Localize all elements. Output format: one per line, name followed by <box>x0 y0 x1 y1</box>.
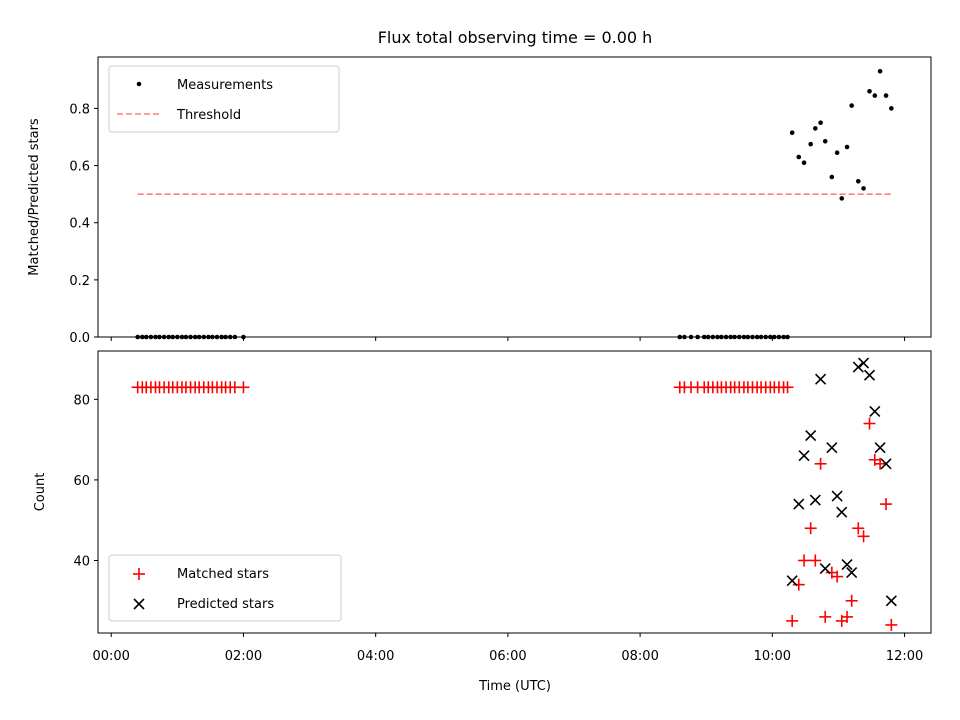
bottom-matched-point <box>874 457 887 470</box>
bottom-matched-point <box>814 457 827 470</box>
x-tick-label: 08:00 <box>621 649 658 664</box>
legend-measurements-label: Measurements <box>177 78 273 93</box>
top-legend: Measurements Threshold <box>108 65 340 133</box>
bottom-x-ticks: 00:00 02:00 04:00 06:00 08:00 10:00 12:00 <box>92 633 923 664</box>
top-measurement-point <box>861 186 866 191</box>
x-tick-label: 10:00 <box>754 649 791 664</box>
bottom-y-tick-label: 60 <box>73 474 90 489</box>
bottom-predicted-point <box>885 595 897 607</box>
bottom-legend: Matched stars Predicted stars <box>108 554 342 622</box>
bottom-matched-point <box>781 381 794 394</box>
bottom-matched-point <box>786 614 799 627</box>
bottom-matched-point <box>857 530 870 543</box>
x-tick-label: 02:00 <box>225 649 262 664</box>
top-y-ticks: 0.0 0.2 0.4 0.6 0.8 <box>69 102 98 346</box>
top-y-tick-label: 0.6 <box>69 160 90 175</box>
x-tick-label: 04:00 <box>357 649 394 664</box>
bottom-predicted-point <box>793 498 805 510</box>
bottom-predicted-point <box>809 494 821 506</box>
bottom-y-axis-label: Count <box>33 473 48 512</box>
top-measurement-point <box>872 93 878 98</box>
bottom-predicted-point <box>841 558 853 571</box>
bottom-predicted-point <box>805 430 817 442</box>
bottom-predicted-point <box>786 575 798 587</box>
bottom-predicted-point <box>863 369 876 381</box>
top-measurement-point <box>818 120 823 126</box>
chart-title: Flux total observing time = 0.00 h <box>378 28 653 47</box>
bottom-matched-point <box>852 522 865 535</box>
bottom-predicted-point <box>846 567 858 579</box>
x-tick-label: 06:00 <box>489 649 526 664</box>
bottom-predicted-point <box>826 442 838 454</box>
bottom-matched-point <box>863 417 876 430</box>
legend-predicted-label: Predicted stars <box>177 597 274 612</box>
bottom-predicted-point <box>852 361 864 373</box>
x-axis-label: Time (UTC) <box>478 679 551 694</box>
bottom-predicted-point <box>880 458 892 470</box>
top-measurement-point <box>796 154 802 160</box>
legend-matched-label: Matched stars <box>177 567 269 582</box>
top-y-tick-label: 0.8 <box>69 102 90 117</box>
top-measurement-point <box>822 138 828 144</box>
top-measurement-point <box>829 174 835 180</box>
x-tick-label: 00:00 <box>92 649 129 664</box>
bottom-matched-point <box>237 381 250 394</box>
top-measurement-point <box>877 68 883 74</box>
x-tick-label: 12:00 <box>886 649 923 664</box>
legend-threshold-label: Threshold <box>176 108 241 123</box>
bottom-matched-point <box>880 498 893 511</box>
bottom-y-ticks: 40 60 80 <box>73 393 98 569</box>
top-measurement-point <box>844 144 850 150</box>
top-legend-box <box>108 65 340 133</box>
bottom-matched-point <box>809 554 822 567</box>
top-measurement-point <box>849 103 854 108</box>
bottom-predicted-point <box>858 357 870 369</box>
bottom-matched-point <box>885 618 898 631</box>
bottom-predicted-point <box>874 442 886 454</box>
top-measurement-point <box>889 106 894 111</box>
top-measurement-point <box>883 93 889 98</box>
top-measurement-point <box>789 130 795 136</box>
top-y-tick-label: 0.4 <box>69 217 90 232</box>
top-measurement-point <box>867 88 872 94</box>
bottom-predicted-point <box>819 562 831 575</box>
bottom-matched-point <box>804 522 817 535</box>
bottom-plot-marks <box>131 357 898 631</box>
bottom-predicted-point <box>798 450 810 462</box>
legend-matched-marker <box>133 568 145 580</box>
legend-predicted-marker <box>133 598 145 610</box>
top-y-axis-label: Matched/Predicted stars <box>27 118 42 276</box>
bottom-panel: 40 60 80 00:00 02:00 04:00 06:00 08:00 10:00 12:… <box>33 350 932 694</box>
top-measurement-point <box>855 178 861 184</box>
bottom-predicted-point <box>869 405 881 417</box>
top-measurement-point <box>834 150 840 156</box>
top-measurement-point <box>808 141 813 147</box>
bottom-matched-point <box>845 594 858 607</box>
top-x-ticks <box>110 337 906 341</box>
bottom-y-tick-label: 40 <box>73 554 90 569</box>
bottom-matched-point <box>819 610 832 623</box>
top-measurement-point <box>839 196 845 201</box>
bottom-predicted-point <box>815 373 827 385</box>
bottom-matched-point <box>798 554 811 567</box>
bottom-matched-point <box>792 578 805 591</box>
bottom-legend-box <box>108 554 342 622</box>
top-measurement-point <box>813 126 818 131</box>
top-y-tick-label: 0.2 <box>69 274 90 289</box>
bottom-matched-point <box>831 570 844 583</box>
bottom-plot-frame <box>97 350 932 634</box>
top-y-tick-label: 0.0 <box>69 331 90 346</box>
top-plot-frame <box>97 56 932 338</box>
bottom-matched-point <box>841 610 854 623</box>
bottom-predicted-point <box>836 506 848 518</box>
top-measurement-point <box>801 160 807 166</box>
top-panel: 0.00.20.40.60.8 Matched/Predicted stars … <box>27 56 932 346</box>
bottom-y-tick-label: 80 <box>73 393 90 408</box>
legend-measurements-marker <box>136 81 142 87</box>
bottom-predicted-point <box>831 490 843 502</box>
